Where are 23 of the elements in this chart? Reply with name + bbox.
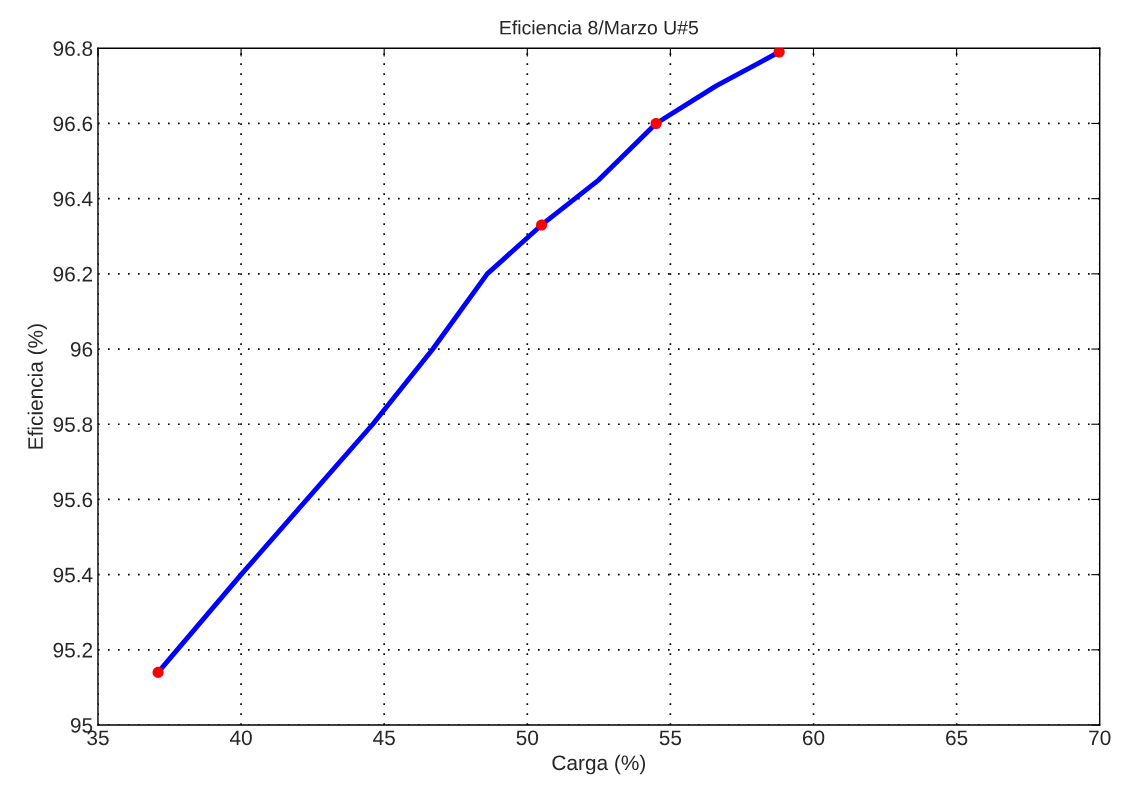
x-tick-label: 60 bbox=[802, 730, 825, 746]
x-tick-label: 40 bbox=[229, 730, 252, 746]
x-tick-label: 70 bbox=[1089, 730, 1111, 746]
y-axis-title: Eficiencia (%) bbox=[27, 324, 48, 449]
x-tick-label: 45 bbox=[373, 730, 395, 746]
y-tick-label: 95.4 bbox=[53, 567, 93, 583]
y-tick-label: 95.2 bbox=[53, 642, 93, 658]
y-tick-label: 95.8 bbox=[53, 417, 93, 432]
y-tick-label: 95.6 bbox=[53, 492, 93, 508]
point bbox=[773, 48, 785, 58]
x-tick-label: 65 bbox=[946, 730, 968, 746]
y-tick-label: 96.4 bbox=[53, 191, 93, 207]
y-tick-label: 96.6 bbox=[53, 116, 93, 132]
y-tick-label: 96.8 bbox=[53, 41, 93, 56]
point bbox=[152, 666, 164, 678]
x-axis-title: Carga (%) bbox=[552, 754, 646, 775]
y-tick-label: 96.2 bbox=[53, 266, 93, 282]
point bbox=[650, 117, 662, 129]
chart-title: Eficiencia 8/Marzo U#5 bbox=[500, 20, 698, 35]
point bbox=[536, 219, 548, 231]
y-tick-label: 96 bbox=[70, 342, 93, 357]
x-tick-label: 55 bbox=[659, 730, 682, 746]
x-tick-label: 50 bbox=[516, 730, 539, 746]
